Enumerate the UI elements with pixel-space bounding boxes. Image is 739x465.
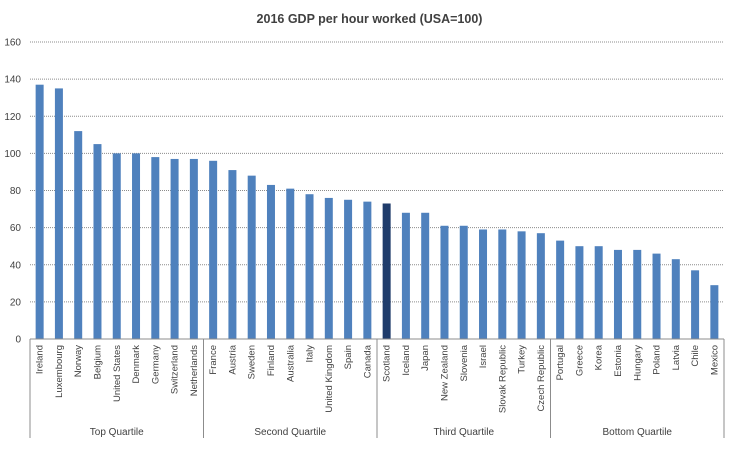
bar [633, 249, 642, 339]
bar [459, 225, 468, 339]
category-label: Netherlands [189, 345, 200, 396]
y-tick-label: 100 [4, 149, 21, 160]
bar [93, 144, 102, 339]
bar [421, 212, 430, 339]
category-label: Spain [343, 345, 354, 369]
category-label: Slovak Republic [497, 345, 508, 413]
y-tick-label: 160 [4, 38, 21, 49]
bar [209, 160, 218, 339]
bar [151, 157, 160, 339]
bar [228, 170, 237, 339]
bar [132, 153, 141, 339]
category-label: Hungary [632, 345, 643, 381]
bar [479, 229, 488, 339]
category-label: Belgium [92, 345, 103, 379]
category-label: Slovenia [459, 344, 470, 381]
category-label: Korea [594, 344, 605, 370]
bar [652, 253, 661, 339]
group-label: Third Quartile [433, 427, 494, 438]
category-label: Italy [305, 345, 316, 363]
bar [324, 197, 333, 339]
y-tick-label: 0 [15, 335, 21, 346]
category-label: Finland [266, 345, 277, 376]
bar [112, 153, 121, 339]
category-label: Sweden [247, 345, 258, 379]
category-label: Israel [478, 345, 489, 368]
bar [613, 249, 622, 339]
category-label: Latvia [671, 344, 682, 370]
y-tick-label: 120 [4, 112, 21, 123]
category-label: United States [112, 345, 123, 402]
category-label: Switzerland [170, 345, 181, 394]
category-label: Japan [420, 345, 431, 371]
bar [74, 131, 83, 339]
group-label: Top Quartile [90, 427, 144, 438]
bar [54, 88, 63, 339]
bar [710, 285, 719, 339]
y-tick-label: 80 [10, 186, 22, 197]
category-label: Scotland [382, 345, 393, 382]
y-tick-label: 60 [10, 223, 22, 234]
category-label: France [208, 345, 219, 375]
category-label: Denmark [131, 345, 142, 384]
category-label: Australia [285, 344, 296, 382]
bar [671, 259, 680, 339]
bar [170, 158, 179, 339]
category-label: Germany [150, 345, 161, 384]
category-label: Portugal [555, 345, 566, 380]
category-label: Luxembourg [54, 345, 65, 398]
category-label: Estonia [613, 344, 624, 376]
category-label: Chile [690, 345, 701, 367]
category-label: Greece [574, 345, 585, 376]
category-label: Ireland [35, 345, 46, 374]
bar [363, 201, 372, 339]
bar [691, 270, 700, 339]
bar [266, 184, 275, 339]
category-label: Austria [227, 344, 238, 374]
bar [344, 199, 353, 339]
category-label: Mexico [709, 345, 720, 375]
y-tick-label: 140 [4, 75, 21, 86]
category-label: Poland [652, 345, 663, 375]
y-tick-label: 20 [10, 297, 22, 308]
category-label: New Zealand [439, 345, 450, 401]
bar [305, 194, 314, 339]
chart-title: 2016 GDP per hour worked (USA=100) [256, 12, 483, 26]
bar [247, 175, 256, 339]
category-label: Turkey [517, 345, 528, 374]
bar [189, 158, 198, 339]
category-label: Norway [73, 345, 84, 377]
bar [594, 246, 603, 339]
bar [401, 212, 410, 339]
group-label: Bottom Quartile [603, 427, 673, 438]
bar [286, 188, 295, 339]
bar [35, 84, 44, 339]
category-label: Iceland [401, 345, 412, 376]
category-label: Czech Republic [536, 345, 547, 412]
bar [517, 231, 526, 339]
y-tick-label: 40 [10, 260, 22, 271]
bar [440, 225, 449, 339]
category-label: United Kingdom [324, 345, 335, 413]
bar [575, 246, 584, 339]
bar [498, 229, 507, 339]
bar [382, 203, 391, 339]
category-label: Canada [362, 344, 373, 378]
group-label: Second Quartile [254, 427, 326, 438]
bar [536, 233, 545, 339]
bar [556, 240, 565, 339]
